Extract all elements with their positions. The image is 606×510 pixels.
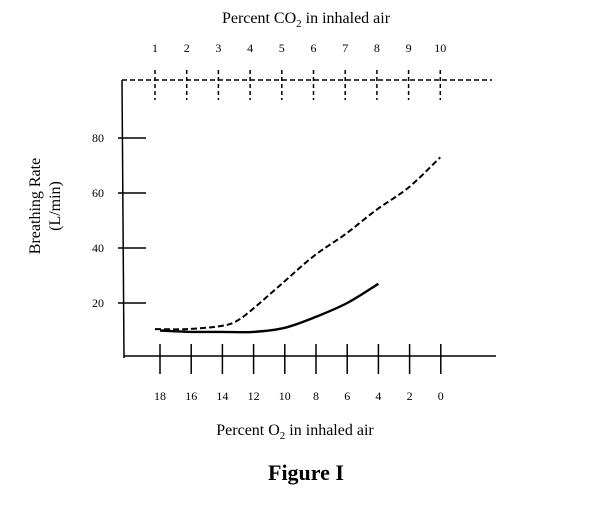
top-axis-tick-label: 1 xyxy=(152,41,158,55)
top-axis-tick-label: 4 xyxy=(247,41,253,55)
bottom-axis-title: Percent O2 in inhaled air xyxy=(216,422,374,442)
top-axis-tick-label: 6 xyxy=(311,41,317,55)
y-axis-tick-label: 60 xyxy=(92,186,104,200)
top-axis-tick-label: 2 xyxy=(184,41,190,55)
co2-series-line xyxy=(154,156,441,331)
bottom-axis-tick-label: 16 xyxy=(185,389,197,403)
series-layer xyxy=(154,156,441,334)
top-axis-tick-label: 7 xyxy=(342,41,348,55)
bottom-axis-tick-label: 4 xyxy=(375,389,381,403)
bottom-axis-tick-label: 14 xyxy=(216,389,228,403)
bottom-axis-tick-label: 12 xyxy=(248,389,260,403)
figure-caption: Figure I xyxy=(268,460,344,485)
top-axis-ticks: 1 2 3 4 5 6 7 8 9 10 xyxy=(152,41,446,100)
top-axis-tick-label: 9 xyxy=(406,41,412,55)
top-axis-tick-label: 10 xyxy=(434,41,446,55)
top-axis-tick-label: 3 xyxy=(215,41,221,55)
bottom-axis-tick-label: 10 xyxy=(279,389,291,403)
y-axis-tick-label: 80 xyxy=(92,131,104,145)
bottom-axis-tick-label: 8 xyxy=(313,389,319,403)
y-axis-title-line2: (L/min) xyxy=(47,181,64,231)
y-axis-tick-label: 20 xyxy=(92,296,104,310)
y-axis-ticks: 20 40 60 80 xyxy=(92,131,146,310)
top-axis-tick-label: 8 xyxy=(374,41,380,55)
bottom-axis-tick-label: 6 xyxy=(344,389,350,403)
y-axis-tick-label: 40 xyxy=(92,241,104,255)
left-axis-line xyxy=(121,79,125,359)
y-axis-title: Breathing Rate (L/min) xyxy=(27,158,64,254)
top-axis-title: Percent CO2 in inhaled air xyxy=(222,10,391,30)
y-axis-title-line1: Breathing Rate xyxy=(27,158,44,254)
bottom-axis-tick-label: 18 xyxy=(154,389,166,403)
o2-series-line xyxy=(159,282,380,334)
bottom-axis-ticks: 18 16 14 12 10 8 6 4 2 0 xyxy=(154,344,444,403)
bottom-axis-tick-label: 2 xyxy=(407,389,413,403)
bottom-axis-tick-label: 0 xyxy=(438,389,444,403)
top-axis-tick-label: 5 xyxy=(279,41,285,55)
